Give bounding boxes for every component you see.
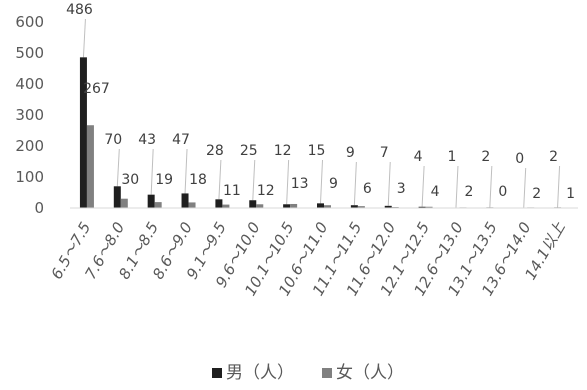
data-label-male: 25 (240, 143, 258, 159)
data-label-male: 12 (274, 143, 292, 159)
bar-male (79, 57, 87, 209)
data-label-female: 11 (223, 183, 241, 199)
legend-label: 男（人） (226, 363, 294, 383)
leader-line-male (557, 165, 561, 208)
y-tick-label: 200 (15, 137, 44, 155)
leader-line-male (218, 159, 222, 200)
data-label-female: 12 (257, 183, 275, 199)
data-label-female: 13 (291, 176, 309, 192)
bar-male (418, 206, 426, 208)
data-label-female: 30 (121, 172, 139, 188)
leader-line-male (116, 148, 120, 187)
leader-line-male (150, 148, 154, 195)
data-label-female: 3 (397, 181, 406, 197)
legend-swatch (322, 368, 332, 378)
y-tick-label: 300 (15, 106, 44, 124)
bar-female (357, 206, 365, 208)
y-tick-label: 100 (15, 168, 44, 186)
y-tick-label: 400 (15, 75, 44, 93)
data-label-male: 4 (414, 149, 423, 165)
data-label-male: 1 (448, 149, 457, 165)
x-axis-category-labels: 6.5～7.57.6～8.08.1～8.58.6～9.09.1～9.59.6～1… (47, 218, 569, 299)
bar-female (120, 198, 128, 208)
leader-line-male (523, 167, 527, 209)
data-label-female: 267 (83, 81, 110, 97)
bar-male (384, 205, 392, 208)
data-label-male: 70 (104, 132, 122, 148)
bar-female (425, 206, 433, 208)
data-label-female: 1 (566, 186, 575, 202)
bar-male (215, 199, 223, 208)
leader-line-male (82, 18, 86, 58)
data-labels: 4862677030431947182811251212131599673441… (66, 2, 575, 202)
bar-male (350, 205, 358, 208)
data-label-female: 4 (431, 184, 440, 200)
legend-swatch (212, 368, 222, 378)
data-label-female: 6 (363, 181, 372, 197)
legend: 男（人） 女（人） (212, 363, 404, 383)
leader-line-male (184, 148, 188, 194)
leader-line-male (489, 165, 493, 208)
leader-line-male (320, 159, 323, 204)
data-label-leader-lines (82, 18, 561, 209)
bar-male (147, 194, 155, 208)
data-label-female: 19 (155, 172, 173, 188)
data-label-male: 2 (549, 149, 558, 165)
data-label-female: 0 (498, 184, 507, 200)
data-label-male: 486 (66, 2, 93, 18)
bar-female (290, 203, 298, 208)
data-label-male: 2 (481, 149, 490, 165)
bar-male (181, 193, 189, 208)
data-label-female: 9 (329, 176, 338, 192)
y-tick-label: 500 (15, 44, 44, 62)
leader-line-male (455, 165, 459, 208)
data-label-female: 2 (532, 186, 541, 202)
data-label-female: 2 (465, 184, 474, 200)
leader-line-male (387, 161, 391, 206)
leader-line-male (353, 161, 357, 206)
y-tick-label: 0 (34, 199, 44, 217)
y-tick-label: 600 (15, 13, 44, 31)
leader-line-male (252, 159, 256, 201)
data-label-male: 7 (380, 145, 389, 161)
bar-female (86, 125, 94, 208)
y-axis: 0 100 200 300 400 500 600 (15, 13, 44, 217)
leader-line-male (286, 159, 290, 205)
data-label-male: 47 (172, 132, 190, 148)
bar-male (283, 204, 291, 208)
bar-female (222, 204, 230, 208)
data-label-male: 0 (515, 151, 524, 167)
bar-male (249, 200, 257, 208)
data-label-male: 9 (346, 145, 355, 161)
data-label-female: 18 (189, 172, 207, 188)
bar-female (154, 202, 162, 208)
bar-male (317, 203, 324, 208)
data-label-male: 15 (308, 143, 326, 159)
bar-female (188, 202, 196, 208)
data-label-male: 28 (206, 143, 224, 159)
bar-female (256, 204, 264, 208)
data-label-male: 43 (138, 132, 156, 148)
bar-female (324, 205, 331, 208)
leader-line-male (421, 165, 425, 207)
legend-label: 女（人） (336, 363, 404, 383)
bar-male (113, 186, 121, 208)
